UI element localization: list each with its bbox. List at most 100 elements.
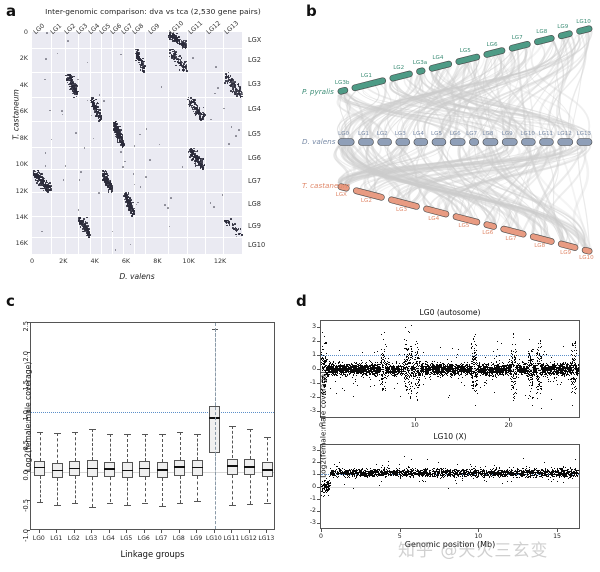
panel-d-data-point bbox=[515, 388, 517, 390]
panel-a-data-point bbox=[193, 108, 196, 110]
panel-a-data-point bbox=[139, 69, 142, 71]
panel-a-data-point bbox=[95, 109, 98, 111]
panel-b-chromosome-label: LG6 bbox=[449, 131, 461, 137]
panel-b-chromosome-label: LG7 bbox=[466, 131, 478, 137]
panel-a-data-point bbox=[75, 95, 78, 98]
panel-a-data-point bbox=[200, 113, 202, 116]
panel-d-data-point bbox=[342, 362, 344, 364]
panel-a-data-point bbox=[77, 90, 79, 93]
panel-d-data-point bbox=[556, 380, 558, 382]
panel-d-data-point bbox=[496, 349, 498, 351]
panel-a-data-point bbox=[86, 222, 88, 224]
panel-d-data-point bbox=[416, 354, 418, 356]
panel-a-data-point bbox=[120, 129, 122, 131]
panel-a-data-point bbox=[75, 90, 77, 92]
panel-a-data-point bbox=[124, 160, 126, 163]
panel-a-data-point bbox=[82, 219, 84, 222]
panel-a-data-point bbox=[177, 36, 180, 39]
panel-a-data-point bbox=[140, 62, 143, 65]
panel-d-data-point bbox=[414, 388, 416, 390]
panel-a-data-point bbox=[234, 81, 236, 83]
panel-a-data-point bbox=[97, 108, 99, 111]
panel-a-data-point bbox=[193, 99, 195, 101]
panel-a-data-point bbox=[193, 106, 195, 108]
panel-d-data-point bbox=[400, 375, 402, 377]
panel-a-data-point bbox=[74, 88, 76, 91]
panel-a-data-point bbox=[66, 81, 69, 84]
panel-a-data-point bbox=[92, 100, 95, 102]
panel-a-horizontal-gridline bbox=[32, 147, 242, 148]
panel-d-data-point bbox=[440, 346, 442, 348]
panel-d-data-point bbox=[356, 384, 358, 386]
panel-a-data-point bbox=[121, 137, 123, 140]
panel-d-data-point bbox=[513, 351, 515, 353]
panel-a-data-point bbox=[172, 50, 174, 53]
panel-d-data-point bbox=[340, 376, 342, 378]
panel-a-data-point bbox=[178, 69, 181, 71]
panel-a-y-group-label: LG4 bbox=[248, 104, 261, 113]
panel-a-data-point bbox=[174, 57, 176, 59]
panel-d-data-point bbox=[547, 377, 549, 379]
panel-a-data-point bbox=[96, 102, 99, 104]
panel-a-y-group-label: LG5 bbox=[248, 129, 261, 138]
panel-a-data-point bbox=[128, 198, 131, 200]
panel-a-data-point bbox=[90, 114, 93, 117]
panel-d-data-point bbox=[540, 360, 542, 362]
panel-c-y-tick-label: 0.5 bbox=[22, 439, 30, 451]
panel-a-data-point bbox=[241, 95, 243, 98]
panel-a-data-point bbox=[187, 98, 189, 101]
panel-c-x-tick-mark bbox=[73, 530, 75, 533]
panel-a-data-point bbox=[178, 41, 181, 43]
panel-a-data-point bbox=[221, 194, 224, 196]
panel-a-data-point bbox=[136, 54, 139, 57]
panel-c-whisker-cap bbox=[124, 434, 131, 436]
panel-a-data-point bbox=[230, 126, 233, 128]
panel-c-whisker bbox=[109, 434, 111, 462]
panel-a-data-point bbox=[97, 109, 100, 112]
panel-a-data-point bbox=[98, 192, 100, 194]
panel-b-chromosome-label: LG2 bbox=[360, 198, 372, 204]
panel-a-data-point bbox=[86, 216, 88, 219]
panel-d-data-point bbox=[396, 383, 398, 385]
panel-a-data-point bbox=[99, 113, 102, 116]
panel-d-data-point bbox=[531, 388, 533, 390]
panel-a-data-point bbox=[92, 101, 94, 104]
panel-a-data-point bbox=[235, 229, 237, 232]
panel-c-whisker bbox=[179, 475, 181, 503]
panel-a-letter: a bbox=[6, 2, 17, 20]
panel-b-chromosome-label: LG12 bbox=[557, 131, 572, 137]
panel-a-data-point bbox=[96, 106, 99, 108]
panel-a-data-point bbox=[204, 114, 207, 116]
panel-a-data-point bbox=[40, 179, 42, 181]
panel-b-chromosome-label: LG3b bbox=[334, 79, 350, 86]
panel-d-data-point bbox=[474, 334, 476, 336]
panel-a-vertical-gridline bbox=[145, 32, 147, 254]
panel-a-data-point bbox=[194, 114, 197, 116]
panel-b-chromosome-label: LG4 bbox=[412, 131, 424, 137]
panel-d-data-point bbox=[545, 354, 547, 356]
panel-a-data-point bbox=[199, 118, 201, 120]
panel-b-chromosome-label: LG9 bbox=[560, 249, 572, 256]
panel-d-data-point bbox=[539, 346, 541, 348]
panel-c-whisker-cap bbox=[176, 432, 183, 434]
panel-a-data-point bbox=[75, 87, 78, 89]
panel-a-vertical-gridline bbox=[50, 32, 52, 254]
panel-a-data-point bbox=[95, 105, 97, 107]
panel-d-data-point bbox=[435, 374, 437, 376]
panel-a-data-point bbox=[184, 66, 186, 68]
panel-b-chromosome-label: LG5 bbox=[458, 223, 470, 230]
panel-a-data-point bbox=[232, 82, 234, 85]
panel-a-data-point bbox=[71, 89, 74, 91]
panel-a-data-point bbox=[97, 102, 99, 105]
panel-a-data-point bbox=[142, 66, 145, 68]
panel-d-data-point bbox=[547, 381, 549, 383]
panel-d-data-point bbox=[416, 393, 418, 395]
panel-a-data-point bbox=[177, 38, 179, 41]
panel-a-data-point bbox=[171, 38, 173, 41]
panel-a-data-point bbox=[138, 61, 140, 64]
panel-a-data-point bbox=[91, 98, 94, 101]
panel-a-y-group-label: LG7 bbox=[248, 176, 261, 185]
panel-d-data-point bbox=[573, 350, 575, 352]
panel-d-data-point bbox=[475, 386, 477, 388]
panel-c-whisker-cap bbox=[71, 503, 78, 505]
